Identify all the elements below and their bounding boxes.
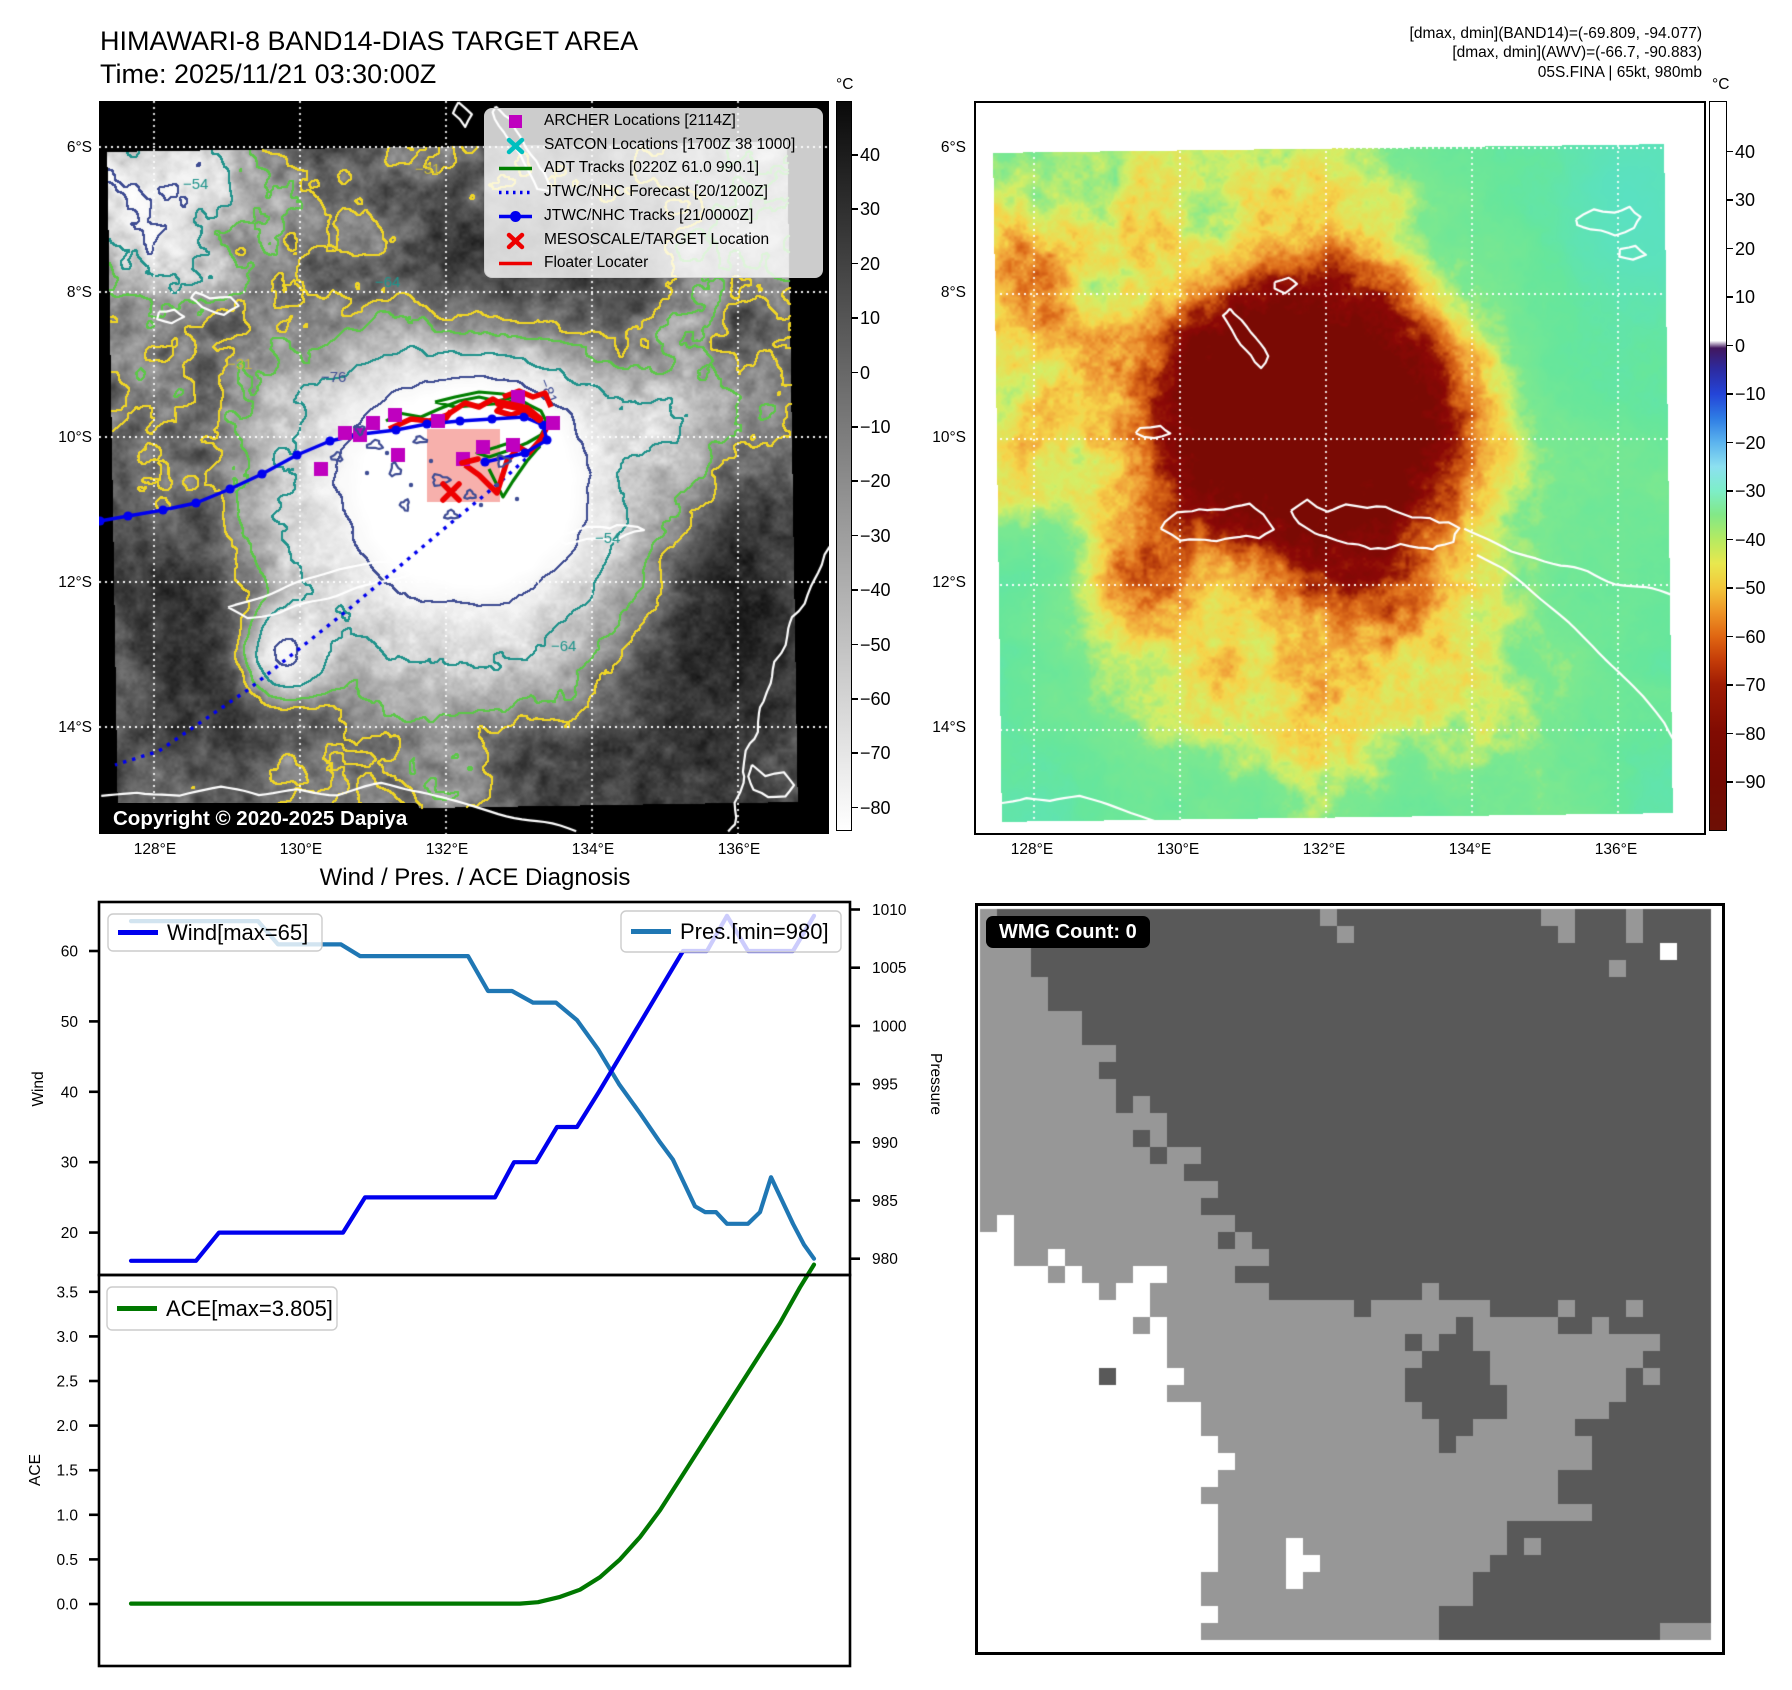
svg-text:3.5: 3.5 xyxy=(56,1284,78,1301)
svg-text:Wind[max=65]: Wind[max=65] xyxy=(167,920,308,945)
svg-text:Pres.[min=980]: Pres.[min=980] xyxy=(680,919,829,944)
svg-text:1000: 1000 xyxy=(872,1018,907,1035)
svg-text:0.5: 0.5 xyxy=(56,1552,78,1569)
svg-text:ACE: ACE xyxy=(27,1454,44,1486)
svg-text:50: 50 xyxy=(61,1014,79,1031)
svg-text:995: 995 xyxy=(872,1077,898,1094)
svg-text:3.0: 3.0 xyxy=(56,1329,78,1346)
svg-text:1010: 1010 xyxy=(872,902,907,919)
svg-text:2.0: 2.0 xyxy=(56,1418,78,1435)
svg-text:Wind: Wind xyxy=(30,1071,47,1106)
svg-text:1005: 1005 xyxy=(872,960,906,977)
svg-text:985: 985 xyxy=(872,1193,898,1210)
svg-text:980: 980 xyxy=(872,1251,898,1268)
svg-text:Pressure: Pressure xyxy=(927,1053,944,1115)
svg-text:20: 20 xyxy=(61,1225,79,1242)
svg-text:40: 40 xyxy=(61,1084,79,1101)
svg-text:ACE[max=3.805]: ACE[max=3.805] xyxy=(166,1296,333,1321)
svg-text:2.5: 2.5 xyxy=(56,1374,78,1391)
svg-text:0.0: 0.0 xyxy=(56,1597,78,1614)
svg-text:60: 60 xyxy=(61,944,79,961)
svg-text:30: 30 xyxy=(61,1155,79,1172)
svg-text:990: 990 xyxy=(872,1135,898,1152)
svg-text:1.0: 1.0 xyxy=(56,1507,78,1524)
svg-text:1.5: 1.5 xyxy=(56,1463,78,1480)
